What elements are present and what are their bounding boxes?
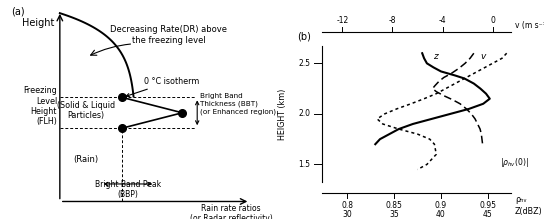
Text: 2.0: 2.0 [299, 109, 311, 118]
Text: -4: -4 [438, 16, 447, 25]
Text: v: v [480, 52, 485, 61]
Text: Bright Band Peak
(BBP): Bright Band Peak (BBP) [95, 180, 161, 199]
Text: (a): (a) [11, 7, 24, 17]
Text: $|\rho_{hv}(0)|$: $|\rho_{hv}(0)|$ [500, 156, 529, 169]
Text: (b): (b) [298, 31, 311, 41]
Text: (Rain): (Rain) [73, 155, 98, 164]
Text: v (m s⁻¹): v (m s⁻¹) [515, 21, 544, 30]
Text: 0 °C isotherm: 0 °C isotherm [126, 76, 200, 97]
Text: 0.85: 0.85 [386, 201, 403, 210]
Text: Z(dBZ): Z(dBZ) [515, 207, 543, 216]
Text: Decreasing Rate(DR) above
the freezing level: Decreasing Rate(DR) above the freezing l… [110, 25, 227, 45]
Text: 0.9: 0.9 [435, 201, 447, 210]
Text: 0: 0 [490, 16, 495, 25]
Text: -12: -12 [336, 16, 349, 25]
Text: Freezing
Level
Height
(FLH): Freezing Level Height (FLH) [23, 86, 57, 126]
Text: 0.8: 0.8 [341, 201, 353, 210]
Text: 1.5: 1.5 [299, 160, 311, 169]
Text: (Solid & Liquid
Particles): (Solid & Liquid Particles) [57, 101, 115, 120]
Text: z: z [434, 52, 438, 61]
Text: Height: Height [22, 18, 54, 28]
Text: 40: 40 [436, 210, 446, 219]
Text: 45: 45 [483, 210, 493, 219]
Text: Bright Band
Thickness (BBT)
(or Enhanced region): Bright Band Thickness (BBT) (or Enhanced… [200, 93, 276, 115]
Text: 0.95: 0.95 [479, 201, 496, 210]
Text: -8: -8 [389, 16, 396, 25]
Text: 35: 35 [389, 210, 399, 219]
Text: ρₕᵥ: ρₕᵥ [515, 195, 527, 204]
Text: 30: 30 [342, 210, 352, 219]
Text: 2.5: 2.5 [299, 59, 311, 68]
Text: HEIGHT (km): HEIGHT (km) [278, 88, 287, 140]
Text: Rain rate ratios
(or Radar reflectivity): Rain rate ratios (or Radar reflectivity) [190, 204, 273, 219]
